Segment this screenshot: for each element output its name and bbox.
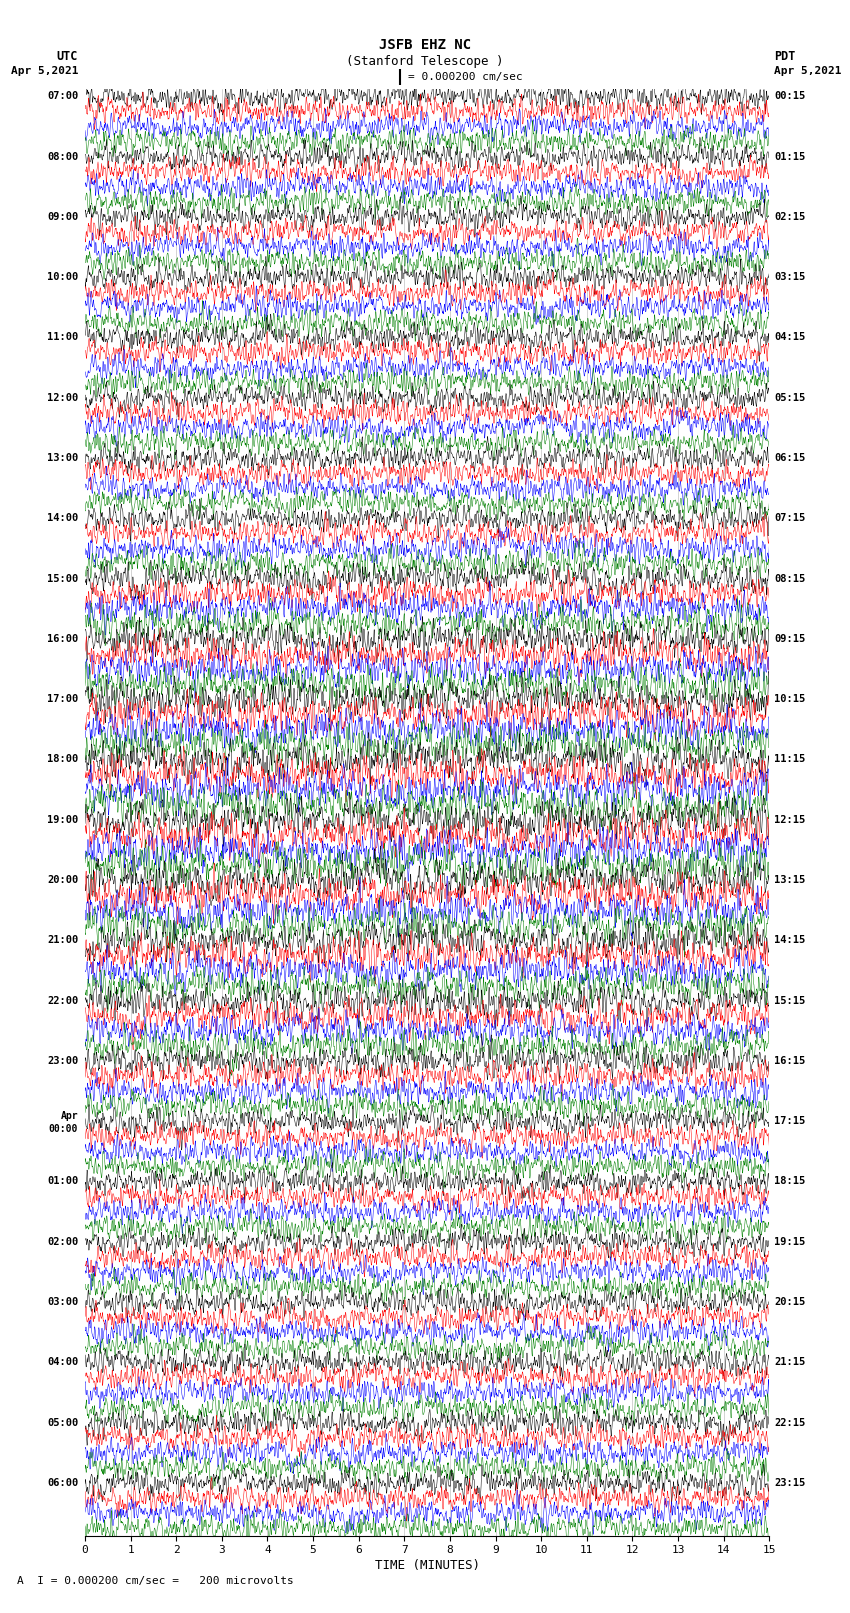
Text: 01:15: 01:15: [774, 152, 806, 161]
Text: 13:00: 13:00: [47, 453, 78, 463]
Text: 05:15: 05:15: [774, 392, 806, 403]
Text: 05:00: 05:00: [47, 1418, 78, 1428]
Text: 19:15: 19:15: [774, 1237, 806, 1247]
Text: 11:00: 11:00: [47, 332, 78, 342]
Text: = 0.000200 cm/sec: = 0.000200 cm/sec: [408, 73, 523, 82]
Text: 03:00: 03:00: [47, 1297, 78, 1307]
Text: 15:00: 15:00: [47, 574, 78, 584]
Text: 12:00: 12:00: [47, 392, 78, 403]
Text: 16:00: 16:00: [47, 634, 78, 644]
Text: 01:00: 01:00: [47, 1176, 78, 1187]
Text: A  I = 0.000200 cm/sec =   200 microvolts: A I = 0.000200 cm/sec = 200 microvolts: [17, 1576, 294, 1586]
Text: 11:15: 11:15: [774, 755, 806, 765]
Text: Apr: Apr: [60, 1111, 78, 1121]
Text: 20:15: 20:15: [774, 1297, 806, 1307]
Text: (Stanford Telescope ): (Stanford Telescope ): [346, 55, 504, 68]
Text: 02:00: 02:00: [47, 1237, 78, 1247]
Text: 13:15: 13:15: [774, 874, 806, 886]
Text: PDT: PDT: [774, 50, 796, 63]
Text: 07:00: 07:00: [47, 92, 78, 102]
Text: 21:15: 21:15: [774, 1357, 806, 1368]
Text: 12:15: 12:15: [774, 815, 806, 824]
Text: 14:15: 14:15: [774, 936, 806, 945]
Text: 21:00: 21:00: [47, 936, 78, 945]
Text: 04:00: 04:00: [47, 1357, 78, 1368]
Text: 23:15: 23:15: [774, 1478, 806, 1487]
Text: 09:15: 09:15: [774, 634, 806, 644]
Text: 00:00: 00:00: [48, 1124, 78, 1134]
Text: 22:00: 22:00: [47, 995, 78, 1005]
Text: 02:15: 02:15: [774, 211, 806, 223]
Text: 20:00: 20:00: [47, 874, 78, 886]
Text: 10:00: 10:00: [47, 273, 78, 282]
Text: 06:00: 06:00: [47, 1478, 78, 1487]
Text: 07:15: 07:15: [774, 513, 806, 523]
Text: 23:00: 23:00: [47, 1057, 78, 1066]
Text: 22:15: 22:15: [774, 1418, 806, 1428]
Text: Apr 5,2021: Apr 5,2021: [11, 66, 78, 76]
Text: 14:00: 14:00: [47, 513, 78, 523]
Text: 19:00: 19:00: [47, 815, 78, 824]
Text: 16:15: 16:15: [774, 1057, 806, 1066]
Text: 17:15: 17:15: [774, 1116, 806, 1126]
Text: 08:00: 08:00: [47, 152, 78, 161]
Text: 18:00: 18:00: [47, 755, 78, 765]
Text: 17:00: 17:00: [47, 694, 78, 705]
Text: JSFB EHZ NC: JSFB EHZ NC: [379, 39, 471, 52]
Text: 18:15: 18:15: [774, 1176, 806, 1187]
Text: 08:15: 08:15: [774, 574, 806, 584]
Text: 04:15: 04:15: [774, 332, 806, 342]
X-axis label: TIME (MINUTES): TIME (MINUTES): [375, 1560, 479, 1573]
Text: 10:15: 10:15: [774, 694, 806, 705]
Text: Apr 5,2021: Apr 5,2021: [774, 66, 842, 76]
Text: 00:15: 00:15: [774, 92, 806, 102]
Text: 06:15: 06:15: [774, 453, 806, 463]
Text: UTC: UTC: [57, 50, 78, 63]
Text: 15:15: 15:15: [774, 995, 806, 1005]
Text: 09:00: 09:00: [47, 211, 78, 223]
Text: 03:15: 03:15: [774, 273, 806, 282]
